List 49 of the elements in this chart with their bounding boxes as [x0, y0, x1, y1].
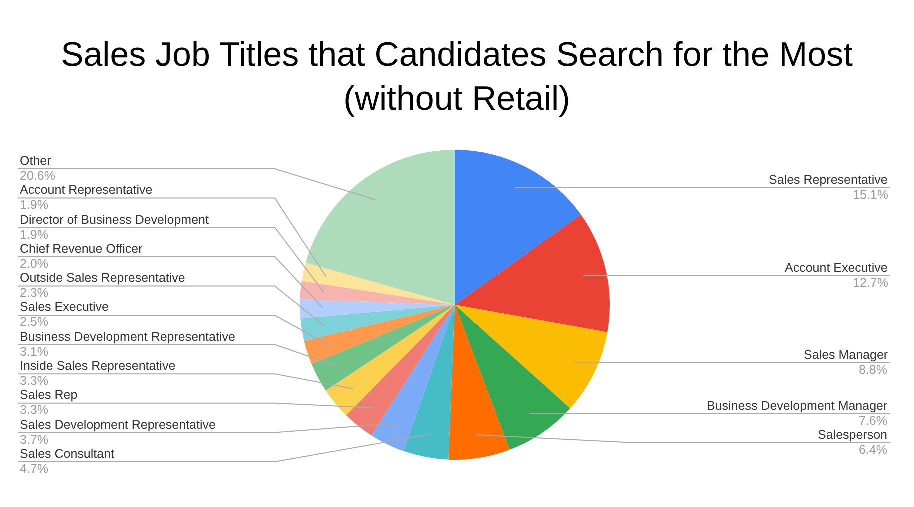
slice-label: Business Development Manager	[707, 399, 888, 413]
slice-label: Sales Representative	[769, 173, 888, 187]
data-label: 3.1%	[20, 345, 48, 359]
slice-label: Account Executive	[785, 261, 888, 275]
slice-label: Account Representative	[20, 183, 153, 197]
slice-label: Sales Development Representative	[20, 418, 216, 432]
data-label: 20.6%	[20, 169, 56, 183]
data-label: 4.7%	[20, 462, 48, 476]
data-label: 1.9%	[20, 228, 48, 242]
slice-label: Sales Rep	[20, 388, 78, 402]
slice-label: Salesperson	[818, 428, 888, 442]
slice-label: Sales Manager	[804, 348, 888, 362]
slice-label: Sales Executive	[20, 300, 109, 314]
chart-title: Sales Job Titles that Candidates Search for the Most (without Retail)	[61, 36, 854, 118]
pie-slice	[404, 305, 455, 460]
pie-slice	[455, 305, 608, 408]
pie-slice	[455, 150, 582, 305]
data-label: 3.3%	[20, 374, 48, 388]
data-label: 15.1%	[853, 188, 888, 202]
pie-slice	[455, 214, 610, 332]
data-label: 6.4%	[859, 443, 888, 457]
slice-label: Inside Sales Representative	[20, 359, 176, 373]
data-label: 2.3%	[20, 286, 48, 300]
pie-slice	[448, 305, 510, 460]
pie-slice	[302, 262, 455, 305]
data-label: 12.7%	[853, 276, 888, 290]
pie-slice	[300, 299, 455, 319]
data-label: 2.0%	[20, 257, 48, 271]
pie-slice	[326, 305, 455, 416]
slice-label: Sales Consultant	[20, 447, 116, 461]
data-label: 2.5%	[20, 315, 48, 329]
data-label: 3.7%	[20, 433, 48, 447]
data-label: 7.6%	[859, 414, 888, 428]
pie-slice	[312, 305, 455, 391]
data-label: 8.8%	[859, 363, 888, 377]
pie-slice	[455, 305, 570, 450]
slice-label: Chief Revenue Officer	[20, 242, 143, 256]
data-label: 1.9%	[20, 198, 48, 212]
slice-label: Other	[20, 154, 52, 168]
pie-slice	[346, 305, 455, 436]
pie-slice	[300, 280, 455, 305]
slice-label: Outside Sales Representative	[20, 271, 186, 285]
slice-label: Business Development Representative	[20, 330, 236, 344]
pie-slice	[300, 305, 455, 341]
pie-slice	[371, 305, 455, 452]
slice-label: Director of Business Development	[20, 213, 210, 227]
pie-slice	[306, 150, 455, 305]
data-label: 3.3%	[20, 403, 48, 417]
pie-slice	[304, 305, 455, 364]
